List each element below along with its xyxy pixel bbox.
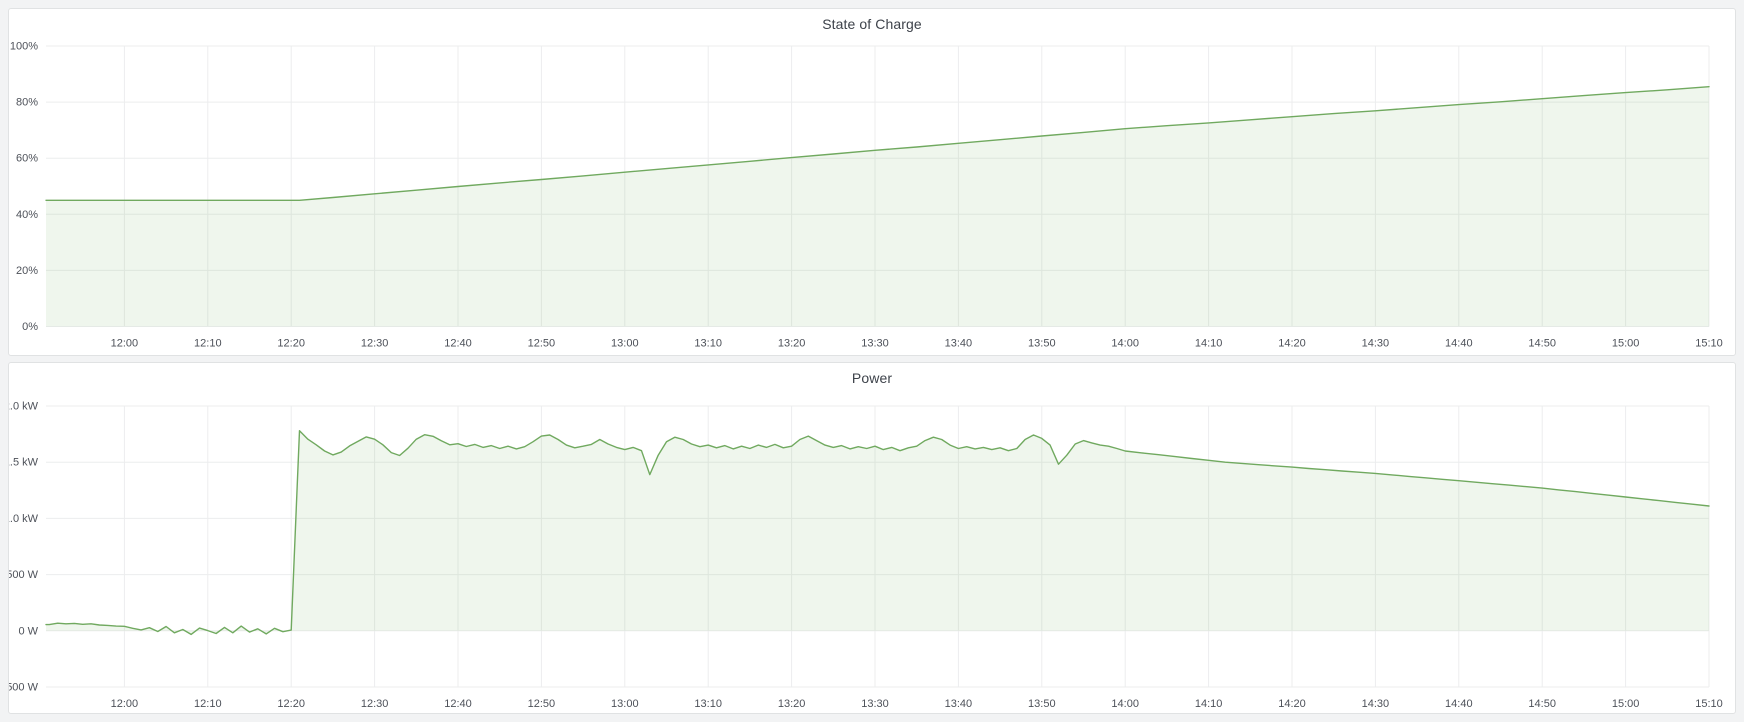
x-axis-tick-label: 12:30 — [361, 338, 389, 350]
x-axis-tick-label: 13:50 — [1028, 338, 1056, 350]
x-axis-tick-label: 12:50 — [528, 338, 556, 350]
x-axis-tick-label: 14:30 — [1362, 338, 1390, 350]
x-axis-tick-label: 12:20 — [277, 698, 305, 710]
x-axis-tick-label: 13:00 — [611, 338, 639, 350]
x-axis-tick-label: 12:10 — [194, 698, 222, 710]
y-axis-tick-label: 1.0 kW — [9, 513, 39, 525]
series-line — [45, 430, 1710, 636]
state-of-charge-plot: 0% 20% 40% 60% 80% 100% 12:00 12:10 12:20 12:30 12… — [10, 41, 1723, 350]
panel-state-of-charge: State of Charge 0% 20% 40% 60% 80% 100% 12:00 1… — [8, 8, 1736, 356]
x-axis-tick-label: 14:50 — [1528, 338, 1556, 350]
panel-title-state-of-charge[interactable]: State of Charge — [822, 16, 922, 32]
x-axis-tick-label: 14:50 — [1528, 698, 1556, 710]
panel-power: Power -500 W 0 W 500 W 1.0 kW 1.5 kW 2.0 kW 12… — [8, 362, 1736, 714]
x-axis-tick-label: 12:50 — [528, 698, 556, 710]
x-axis-tick-label: 13:10 — [694, 698, 722, 710]
x-axis-tick-label: 14:30 — [1362, 698, 1390, 710]
y-axis-tick-label: 2.0 kW — [9, 401, 39, 413]
x-axis-tick-label: 15:10 — [1695, 698, 1723, 710]
series-line — [45, 86, 1710, 201]
x-axis-tick-label: 13:20 — [778, 698, 806, 710]
x-axis-tick-label: 13:40 — [945, 338, 973, 350]
x-axis-tick-label: 13:30 — [861, 698, 889, 710]
x-axis-tick-label: 14:00 — [1111, 338, 1139, 350]
x-axis-tick-label: 12:00 — [111, 338, 139, 350]
y-axis-tick-label: 60% — [16, 153, 38, 165]
y-axis-tick-label: 40% — [16, 209, 38, 221]
x-axis-tick-label: 14:40 — [1445, 338, 1473, 350]
y-axis-tick-label: 1.5 kW — [9, 457, 39, 469]
x-axis-tick-label: 15:10 — [1695, 338, 1723, 350]
x-axis-tick-label: 14:40 — [1445, 698, 1473, 710]
x-axis-tick-label: 14:00 — [1111, 698, 1139, 710]
x-axis-tick-label: 15:00 — [1612, 698, 1640, 710]
y-axis-tick-label: 80% — [16, 97, 38, 109]
x-axis-tick-label: 12:20 — [277, 338, 305, 350]
x-axis-tick-label: 12:00 — [111, 698, 139, 710]
x-axis-tick-label: 13:40 — [945, 698, 973, 710]
y-axis-tick-label: 0% — [22, 321, 38, 333]
y-axis-tick-label: 20% — [16, 265, 38, 277]
y-axis-tick-label: -500 W — [9, 682, 39, 694]
x-axis-tick-label: 12:30 — [361, 698, 389, 710]
x-axis-tick-label: 14:10 — [1195, 338, 1223, 350]
x-axis-tick-label: 12:40 — [444, 698, 472, 710]
x-axis-tick-label: 14:20 — [1278, 698, 1306, 710]
series-area — [46, 430, 1709, 635]
y-axis-tick-label: 0 W — [18, 625, 38, 637]
series-area — [46, 86, 1709, 327]
x-axis-tick-label: 14:10 — [1195, 698, 1223, 710]
x-axis-tick-label: 12:40 — [444, 338, 472, 350]
x-axis-tick-label: 13:10 — [694, 338, 722, 350]
power-plot: -500 W 0 W 500 W 1.0 kW 1.5 kW 2.0 kW 12:00 12:… — [9, 401, 1723, 711]
y-axis-tick-label: 500 W — [9, 569, 39, 581]
x-axis-tick-label: 12:10 — [194, 338, 222, 350]
x-axis-tick-label: 15:00 — [1612, 338, 1640, 350]
x-axis-tick-label: 13:30 — [861, 338, 889, 350]
x-axis-tick-label: 13:00 — [611, 698, 639, 710]
panel-title-power[interactable]: Power — [851, 370, 893, 386]
x-axis-tick-label: 13:50 — [1028, 698, 1056, 710]
y-axis-tick-label: 100% — [10, 41, 38, 53]
x-axis-tick-label: 13:20 — [778, 338, 806, 350]
x-axis-tick-label: 14:20 — [1278, 338, 1306, 350]
